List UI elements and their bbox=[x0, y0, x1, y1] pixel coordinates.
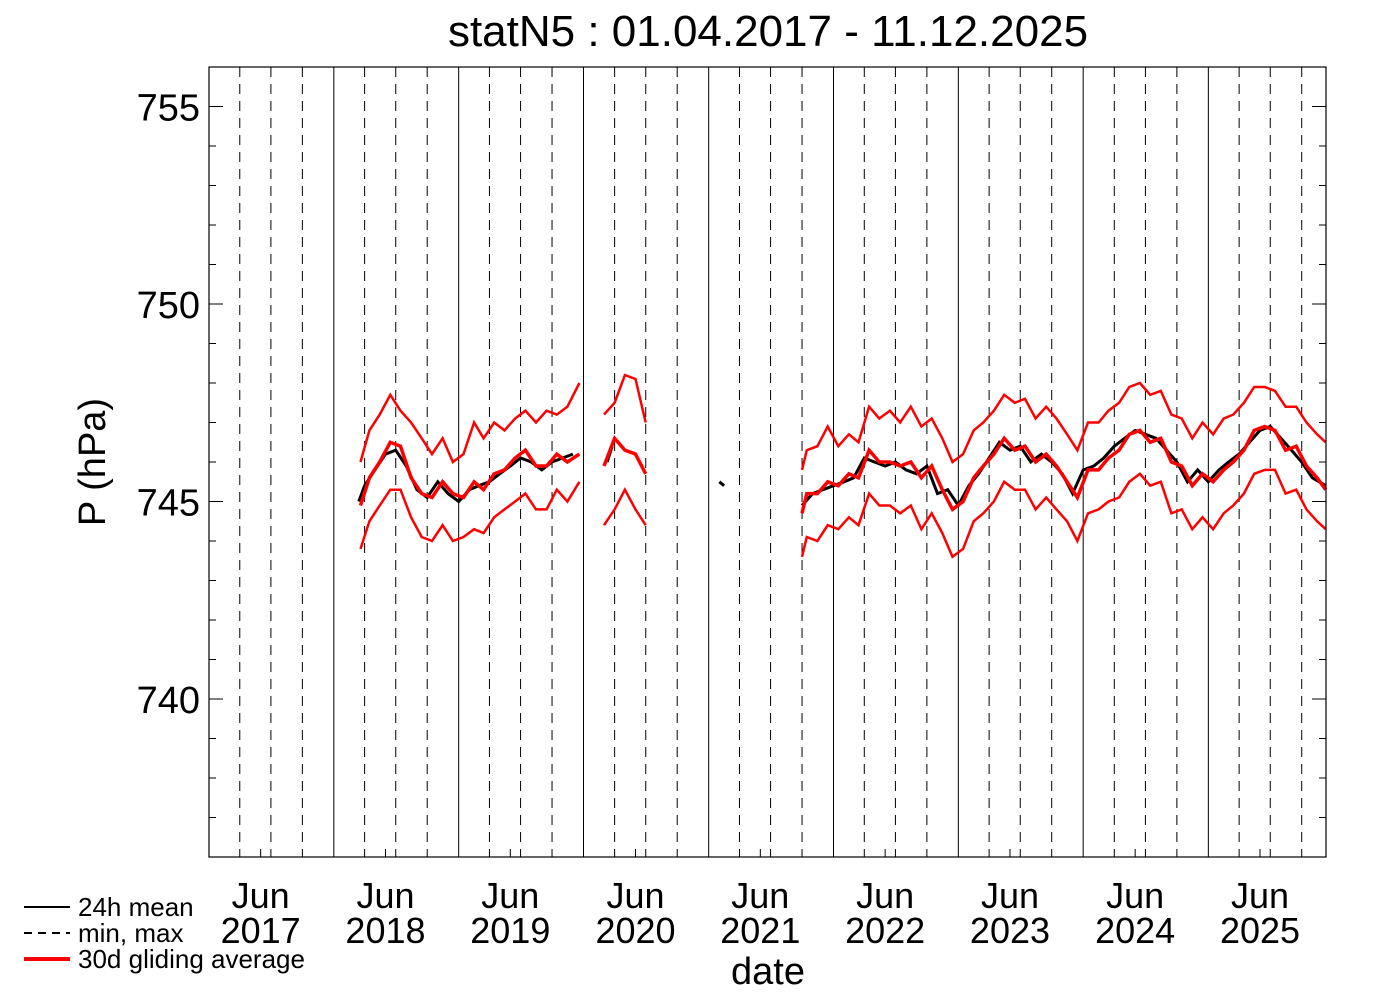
y-tick-label: 755 bbox=[137, 88, 200, 130]
x-tick-year: 2018 bbox=[345, 910, 425, 951]
gliding-average-min-line bbox=[800, 468, 1327, 559]
x-tick-month: Jun bbox=[731, 875, 789, 916]
plot-frame bbox=[208, 66, 1327, 858]
gliding-average-max-line bbox=[359, 382, 581, 464]
x-tick-month: Jun bbox=[481, 875, 539, 916]
legend: 24h mean min, max 30d gliding average bbox=[24, 892, 305, 974]
y-axis-label: P (hPa) bbox=[72, 398, 114, 526]
x-tick-month: Jun bbox=[232, 875, 290, 916]
x-axis-ticks: Jun2017Jun2018Jun2019Jun2020Jun2021Jun20… bbox=[221, 849, 1300, 951]
gliding-average-series bbox=[358, 373, 1328, 559]
x-tick-year: 2019 bbox=[470, 910, 550, 951]
legend-label-minmax: min, max bbox=[78, 918, 183, 948]
x-tick-year: 2021 bbox=[720, 910, 800, 951]
vertical-gridlines bbox=[239, 67, 1303, 857]
legend-label-mean: 24h mean bbox=[78, 892, 194, 922]
x-axis-label: date bbox=[731, 951, 805, 992]
x-tick-year: 2025 bbox=[1220, 910, 1300, 951]
gliding-average-line bbox=[358, 440, 581, 507]
x-tick-month: Jun bbox=[1231, 875, 1289, 916]
y-tick-label: 740 bbox=[137, 680, 200, 722]
gliding-average-min-line bbox=[602, 487, 647, 526]
x-tick-year: 2024 bbox=[1095, 910, 1175, 951]
legend-label-average: 30d gliding average bbox=[78, 944, 305, 974]
x-tick-year: 2022 bbox=[845, 910, 925, 951]
x-tick-year: 2020 bbox=[595, 910, 675, 951]
chart-title: statN5 : 01.04.2017 - 11.12.2025 bbox=[448, 7, 1088, 56]
gliding-average-max-line bbox=[800, 381, 1327, 471]
x-tick-month: Jun bbox=[606, 875, 664, 916]
x-tick-month: Jun bbox=[356, 875, 414, 916]
y-tick-label: 745 bbox=[137, 483, 200, 525]
x-tick-month: Jun bbox=[981, 875, 1039, 916]
y-tick-label: 750 bbox=[137, 285, 200, 327]
gliding-average-min-line bbox=[359, 481, 581, 550]
gliding-average-line bbox=[800, 424, 1328, 514]
x-tick-month: Jun bbox=[856, 875, 914, 916]
x-tick-month: Jun bbox=[1106, 875, 1164, 916]
mean-line bbox=[718, 480, 726, 487]
mean-line bbox=[800, 424, 1327, 509]
y-axis-ticks: 740 745 750 755 bbox=[137, 88, 1326, 818]
gliding-average-max-line bbox=[603, 373, 647, 423]
x-tick-year: 2017 bbox=[221, 910, 301, 951]
gliding-average-line bbox=[602, 434, 648, 475]
x-tick-year: 2023 bbox=[970, 910, 1050, 951]
